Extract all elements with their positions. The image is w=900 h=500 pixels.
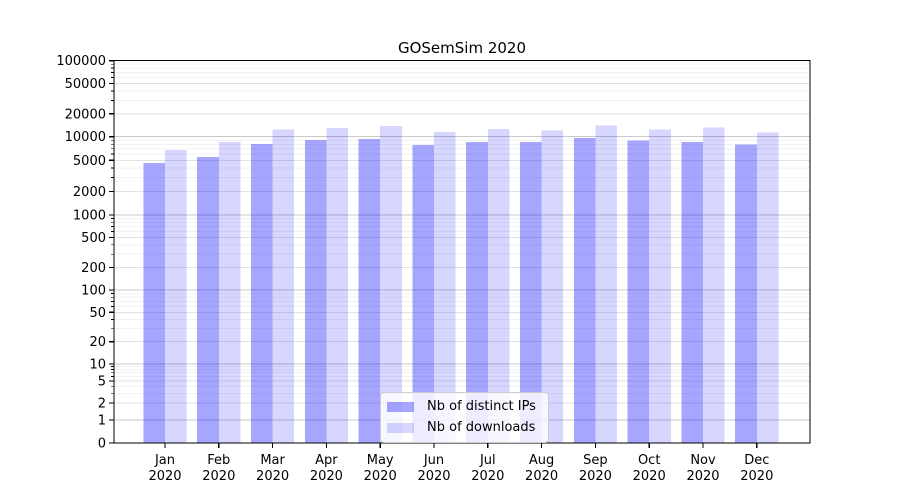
y-tick-label: 20 bbox=[89, 335, 106, 350]
y-tick-label: 1000 bbox=[73, 209, 106, 224]
x-tick-label-year: 2020 bbox=[310, 469, 343, 484]
bar-downloads-jun bbox=[434, 132, 456, 443]
y-tick-label: 1 bbox=[98, 414, 106, 429]
y-tick-label: 20000 bbox=[65, 107, 106, 122]
bar-distinct-ips-jun bbox=[412, 145, 434, 443]
x-tick-label-year: 2020 bbox=[633, 469, 666, 484]
bar-downloads-feb bbox=[218, 141, 241, 443]
x-tick-label-month: Jun bbox=[423, 453, 444, 468]
x-tick-label-year: 2020 bbox=[686, 469, 719, 484]
bar-downloads-apr bbox=[326, 128, 348, 444]
x-tick-label-year: 2020 bbox=[256, 469, 289, 484]
y-tick-label: 0 bbox=[98, 437, 106, 452]
bar-distinct-ips-aug bbox=[520, 142, 542, 443]
bar-downloads-jul bbox=[487, 129, 510, 443]
x-tick-label-month: Jul bbox=[479, 453, 496, 468]
y-tick-label: 50 bbox=[89, 306, 106, 321]
x-tick-label-year: 2020 bbox=[740, 469, 773, 484]
legend-item-distinct-ips: Nb of distinct IPs bbox=[387, 399, 536, 414]
x-tick-label-year: 2020 bbox=[417, 469, 450, 484]
x-tick-label-month: Aug bbox=[529, 453, 554, 468]
x-tick-label-month: Apr bbox=[315, 453, 338, 468]
x-tick-label-month: Jan bbox=[154, 453, 175, 468]
y-tick-label: 50000 bbox=[65, 77, 106, 92]
bar-distinct-ips-jan bbox=[143, 163, 165, 443]
legend-item-downloads: Nb of downloads bbox=[387, 420, 536, 435]
x-tick-label-month: Feb bbox=[207, 453, 230, 468]
y-tick-label: 2000 bbox=[73, 185, 106, 200]
bar-distinct-ips-nov bbox=[681, 141, 703, 443]
x-tick-label-year: 2020 bbox=[202, 469, 235, 484]
chart-title: GOSemSim 2020 bbox=[397, 39, 527, 57]
legend-label-distinct-ips: Nb of distinct IPs bbox=[427, 399, 536, 414]
y-tick-label: 2 bbox=[98, 397, 106, 412]
x-tick-label-year: 2020 bbox=[579, 469, 612, 484]
x-tick-label-month: Oct bbox=[638, 453, 660, 468]
bar-downloads-sep bbox=[595, 125, 617, 443]
bar-distinct-ips-dec bbox=[735, 144, 757, 443]
bar-downloads-jan bbox=[165, 149, 187, 443]
x-tick-label-year: 2020 bbox=[525, 469, 558, 484]
bar-distinct-ips-mar bbox=[251, 143, 273, 444]
y-tick-label: 500 bbox=[81, 231, 106, 246]
bar-downloads-oct bbox=[649, 129, 671, 443]
y-tick-label: 5 bbox=[98, 374, 106, 389]
x-tick-label-month: Dec bbox=[744, 453, 769, 468]
x-tick-label-month: May bbox=[367, 453, 394, 468]
x-tick-label-month: Mar bbox=[260, 453, 285, 468]
legend-swatch-downloads bbox=[387, 422, 414, 433]
x-tick-label-year: 2020 bbox=[364, 469, 397, 484]
bar-downloads-may bbox=[380, 126, 402, 444]
y-tick-label: 10000 bbox=[65, 130, 106, 145]
x-tick-label-month: Sep bbox=[583, 453, 608, 468]
bar-distinct-ips-apr bbox=[304, 139, 327, 444]
y-tick-label: 100 bbox=[81, 284, 106, 299]
bar-distinct-ips-jul bbox=[466, 142, 488, 443]
legend: Nb of distinct IPs Nb of downloads bbox=[380, 392, 549, 443]
x-tick-label-year: 2020 bbox=[471, 469, 504, 484]
y-tick-label: 5000 bbox=[73, 154, 106, 169]
bar-downloads-dec bbox=[756, 132, 779, 444]
y-tick-label: 10 bbox=[89, 358, 106, 373]
plot-border bbox=[113, 59, 811, 444]
x-tick-label-year: 2020 bbox=[148, 469, 181, 484]
bar-distinct-ips-feb bbox=[197, 157, 219, 443]
bar-distinct-ips-may bbox=[358, 138, 381, 444]
bar-downloads-mar bbox=[272, 129, 295, 443]
bar-downloads-nov bbox=[703, 127, 725, 443]
bar-distinct-ips-sep bbox=[573, 138, 596, 443]
y-tick-label: 100000 bbox=[56, 54, 106, 69]
x-tick-label-month: Nov bbox=[690, 453, 716, 468]
y-tick-label: 200 bbox=[81, 261, 106, 276]
bar-downloads-aug bbox=[541, 130, 564, 443]
bar-distinct-ips-oct bbox=[627, 140, 650, 443]
legend-swatch-distinct-ips bbox=[387, 401, 414, 412]
legend-label-downloads: Nb of downloads bbox=[427, 420, 536, 435]
